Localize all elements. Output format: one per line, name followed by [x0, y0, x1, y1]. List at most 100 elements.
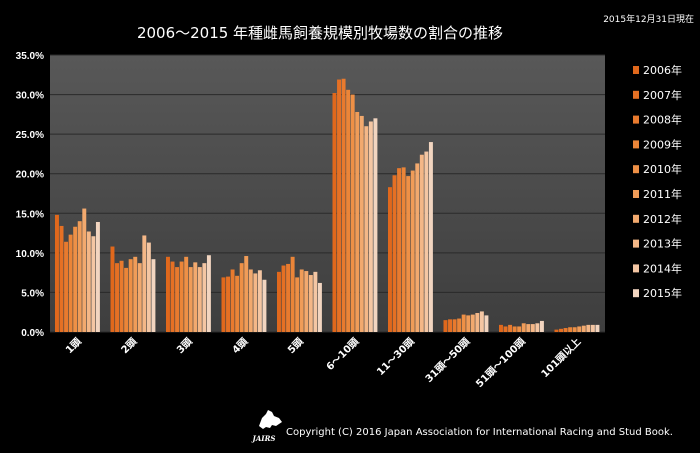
- bar: [443, 320, 448, 332]
- bar: [86, 231, 91, 332]
- series-2009年: [68, 89, 573, 332]
- x-tick-label: 4頭: [230, 335, 251, 356]
- bar: [95, 221, 100, 332]
- footer: JAIRS Copyright (C) 2016 Japan Associati…: [251, 410, 673, 443]
- legend-label: 2013年: [643, 237, 682, 251]
- bar: [470, 314, 475, 332]
- bar: [239, 263, 244, 332]
- series-2014年: [91, 121, 595, 332]
- bar: [392, 175, 397, 332]
- bar: [170, 261, 175, 332]
- legend-label: 2014年: [643, 261, 682, 275]
- bar: [146, 242, 151, 332]
- bar: [59, 225, 64, 332]
- bar: [308, 275, 313, 332]
- bar: [179, 261, 184, 332]
- legend-swatch: [633, 239, 639, 248]
- bar: [317, 282, 322, 332]
- bar: [151, 259, 156, 332]
- bar: [419, 154, 424, 332]
- x-tick-label: 3頭: [174, 335, 195, 356]
- y-tick-label: 0.0%: [21, 328, 44, 339]
- bar: [581, 325, 586, 332]
- bar: [559, 328, 563, 332]
- bar: [226, 276, 230, 332]
- bar: [230, 269, 235, 332]
- y-tick-label: 20.0%: [16, 170, 44, 181]
- bar: [448, 319, 452, 332]
- bar: [142, 235, 147, 332]
- bar: [206, 255, 211, 332]
- horse-logo-icon: [259, 410, 282, 429]
- bar: [299, 269, 304, 332]
- bar: [257, 270, 262, 332]
- bar: [595, 324, 600, 332]
- bar: [253, 273, 258, 332]
- date-note: 2015年12月31日現在: [603, 13, 694, 25]
- y-tick-label: 5.0%: [21, 288, 44, 299]
- bar: [197, 267, 202, 332]
- bar: [341, 78, 346, 333]
- chart-title: 2006～2015 年種雌馬飼養規模別牧場数の割合の推移: [137, 24, 503, 42]
- legend: 2006年 2007年 2008年 2009年 2010年 2011年 2012年 2013年…: [633, 63, 682, 300]
- bar: [55, 214, 59, 332]
- bar: [530, 324, 535, 332]
- bar: [526, 324, 531, 332]
- bar: [521, 323, 526, 332]
- bar: [503, 326, 508, 332]
- bar: [337, 79, 341, 332]
- y-axis: 0.0% 5.0% 10.0% 15.0% 20.0% 25.0% 30.0% 35.0%: [16, 51, 44, 339]
- bar: [350, 94, 355, 332]
- bar: [304, 271, 309, 332]
- bar: [355, 111, 360, 332]
- bar: [466, 315, 471, 332]
- legend-label: 2012年: [643, 212, 682, 226]
- bar: [457, 318, 462, 332]
- bar: [508, 324, 513, 332]
- legend-swatch: [633, 115, 639, 124]
- bar: [137, 263, 142, 332]
- bar: [368, 121, 373, 332]
- bar: [499, 324, 503, 332]
- bar: [406, 176, 411, 332]
- legend-label: 2009年: [643, 137, 682, 151]
- x-tick-label: 2頭: [119, 335, 140, 356]
- legend-swatch: [633, 66, 639, 74]
- bar: [277, 271, 281, 332]
- series-2006年: [55, 92, 559, 333]
- bar: [563, 328, 568, 332]
- bar: [128, 259, 133, 332]
- series-2012年: [82, 115, 586, 332]
- bar: [91, 236, 96, 332]
- bar: [475, 313, 480, 332]
- legend-swatch: [633, 165, 639, 174]
- bar: [110, 246, 115, 332]
- bar: [64, 241, 69, 332]
- x-tick-label: 6～10頭: [324, 335, 362, 373]
- legend-swatch: [633, 264, 639, 273]
- bar: [119, 260, 124, 332]
- bar: [415, 163, 420, 332]
- series-2011年: [77, 111, 582, 332]
- bar: [590, 324, 595, 332]
- bar: [184, 256, 189, 332]
- legend-swatch: [633, 190, 639, 198]
- series-2008年: [64, 78, 568, 333]
- bar: [115, 263, 119, 332]
- legend-swatch: [633, 90, 639, 99]
- legend-swatch: [633, 140, 639, 149]
- legend-label: 2006年: [643, 63, 682, 77]
- bar: [461, 314, 466, 332]
- series-2007年: [59, 79, 563, 332]
- bar: [166, 256, 170, 332]
- legend-label: 2010年: [643, 162, 682, 176]
- bar: [77, 221, 82, 332]
- bar: [401, 167, 406, 332]
- bar: [244, 256, 249, 332]
- bars: [55, 78, 600, 333]
- series-2015年: [95, 118, 600, 332]
- x-axis: 1頭 2頭 3頭 4頭 5頭 6～10頭 11～30頭 31頭～50頭 51頭～100頭 101頭…: [63, 335, 583, 390]
- jairs-logo: JAIRS: [251, 410, 282, 443]
- bar: [359, 115, 364, 332]
